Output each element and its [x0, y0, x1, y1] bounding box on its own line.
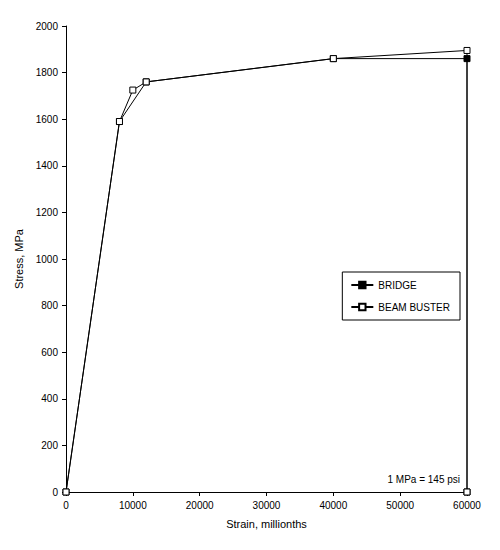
svg-text:BRIDGE: BRIDGE: [378, 280, 417, 291]
svg-text:Stress, MPa: Stress, MPa: [13, 228, 25, 289]
svg-text:1 MPa = 145 psi: 1 MPa = 145 psi: [387, 474, 460, 485]
svg-text:60000: 60000: [453, 500, 481, 511]
svg-text:1200: 1200: [36, 207, 59, 218]
svg-text:400: 400: [41, 393, 58, 404]
svg-text:20000: 20000: [186, 500, 214, 511]
svg-text:30000: 30000: [253, 500, 281, 511]
svg-text:2000: 2000: [36, 21, 59, 32]
svg-text:600: 600: [41, 347, 58, 358]
svg-text:1600: 1600: [36, 114, 59, 125]
svg-text:0: 0: [63, 500, 69, 511]
svg-text:BEAM BUSTER: BEAM BUSTER: [378, 302, 450, 313]
svg-text:1000: 1000: [36, 254, 59, 265]
svg-text:200: 200: [41, 440, 58, 451]
svg-text:50000: 50000: [386, 500, 414, 511]
svg-text:1400: 1400: [36, 160, 59, 171]
svg-text:0: 0: [52, 487, 58, 498]
svg-text:40000: 40000: [319, 500, 347, 511]
svg-text:Strain, millionths: Strain, millionths: [226, 518, 307, 530]
svg-text:1800: 1800: [36, 67, 59, 78]
svg-text:800: 800: [41, 300, 58, 311]
svg-text:10000: 10000: [119, 500, 147, 511]
